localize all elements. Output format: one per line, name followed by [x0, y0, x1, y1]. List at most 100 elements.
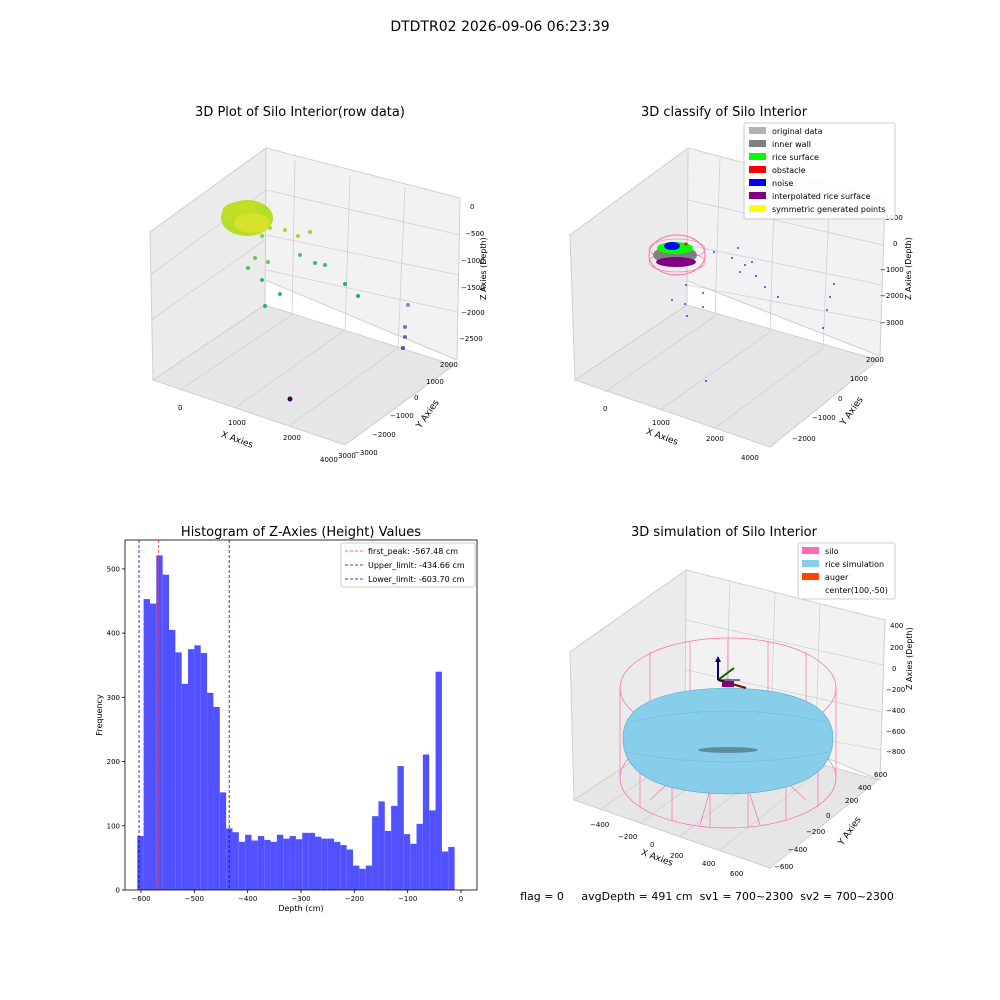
- tick-label: −1000: [461, 257, 485, 265]
- raw-3d-zlabel: Z Axies (Depth): [479, 237, 488, 300]
- tick-label: −2500: [459, 335, 483, 343]
- histogram-bar: [340, 845, 347, 890]
- histogram-bar: [314, 836, 322, 890]
- tick-label: −1500: [461, 284, 485, 292]
- histogram-x-ticks: −600 −500 −400 −300 −200 −100 0: [131, 890, 463, 903]
- legend-label: Lower_limit: -603.70 cm: [368, 575, 465, 584]
- tick-label: −3000: [880, 319, 904, 327]
- panel-classify-3d: 3D classify of Silo Interior: [568, 105, 913, 462]
- legend-label: inner wall: [772, 140, 811, 149]
- tick-label: 1000: [652, 419, 670, 427]
- tick-label: −200: [806, 828, 825, 836]
- tick-label: −400: [886, 707, 905, 715]
- legend-swatch: [749, 153, 766, 160]
- histogram-bar: [429, 810, 436, 890]
- histogram-bar: [219, 792, 227, 890]
- tick-label: −2000: [880, 292, 904, 300]
- tick-label: −1000: [390, 412, 414, 420]
- raw-3d-x-ticks: 0 1000 2000 3000 4000: [178, 404, 356, 464]
- tick-label: −500: [465, 230, 484, 238]
- histogram-bar: [257, 836, 265, 890]
- tick-label: 0: [414, 394, 418, 402]
- tick-label: 3000: [338, 452, 356, 460]
- panel-raw-title: 3D Plot of Silo Interior(row data): [195, 105, 405, 120]
- legend-label: symmetric generated points: [772, 205, 885, 214]
- histogram-bar: [238, 841, 246, 890]
- tick-label: −2000: [792, 435, 816, 443]
- tick-label: −200: [618, 833, 637, 841]
- y-tick-label: 0: [116, 887, 120, 895]
- legend-label: obstacle: [772, 166, 806, 175]
- x-tick-label: −200: [345, 895, 364, 903]
- tick-label: −400: [788, 846, 807, 854]
- histogram-bar: [410, 843, 417, 890]
- x-tick-label: 0: [459, 895, 463, 903]
- histogram-bar: [397, 766, 404, 890]
- tick-label: 200: [670, 852, 683, 860]
- histogram-bar: [353, 865, 360, 890]
- tick-label: 0: [826, 812, 830, 820]
- classify-3d-xlabel: X Axies: [645, 427, 680, 448]
- histogram-bar: [302, 832, 309, 890]
- tick-label: 600: [730, 870, 743, 878]
- y-tick-label: 400: [107, 630, 120, 638]
- tick-label: 400: [858, 784, 871, 792]
- tick-label: 0: [178, 404, 182, 412]
- raw-3d-z-ticks: 0 −500 −1000 −1500 −2000 −2500: [459, 203, 485, 343]
- histogram-bar: [175, 652, 182, 890]
- y-tick-label: 100: [107, 822, 120, 830]
- histogram-bar: [359, 868, 366, 890]
- legend-label: center(100,-50): [825, 586, 888, 595]
- histogram-bar: [194, 645, 201, 890]
- tick-label: 2000: [706, 435, 724, 443]
- tick-label: 0: [892, 665, 896, 673]
- panel-classify-title: 3D classify of Silo Interior: [641, 105, 808, 120]
- histogram-bar: [327, 838, 335, 890]
- sim-3d-y-ticks: −600 −400 −200 0 200 400 600: [774, 771, 887, 871]
- histogram-bar: [188, 649, 195, 890]
- x-tick-label: −400: [238, 895, 257, 903]
- tick-label: −3000: [354, 449, 378, 457]
- tick-label: 600: [874, 771, 887, 779]
- histogram-bar: [200, 653, 208, 890]
- raw-3d-panes: [148, 147, 461, 446]
- tick-label: 0: [470, 203, 474, 211]
- histogram-bar: [308, 832, 315, 890]
- histogram-ylabel: Frequency: [95, 694, 104, 736]
- raw-3d-y-ticks: −3000 −2000 −1000 0 1000 2000: [354, 361, 458, 457]
- histogram-bar: [283, 838, 290, 890]
- tick-label: −400: [590, 821, 609, 829]
- histogram-y-ticks: 0 100 200 300 400 500: [107, 565, 125, 895]
- histogram-bar: [334, 841, 341, 890]
- legend-label: rice surface: [772, 153, 819, 162]
- tick-label: −2000: [461, 309, 485, 317]
- x-tick-label: −500: [185, 895, 204, 903]
- tick-label: 0: [893, 240, 897, 248]
- status-line: flag = 0 avgDepth = 491 cm sv1 = 700~230…: [520, 890, 894, 903]
- legend-label: interpolated rice surface: [772, 192, 870, 201]
- histogram-bar: [143, 599, 150, 890]
- histogram-bar: [372, 816, 379, 890]
- histogram-title: Histogram of Z-Axies (Height) Values: [181, 525, 421, 540]
- histogram-xlabel: Depth (cm): [278, 904, 323, 913]
- sim-3d-zlabel: Z Axies (Depth): [905, 627, 914, 690]
- classify-legend: original data inner wall rice surface obsta…: [743, 122, 896, 220]
- tick-label: 4000: [320, 456, 338, 464]
- histogram-bar: [346, 849, 354, 890]
- raw-3d-ylabel: Y Axies: [414, 398, 442, 431]
- tick-label: 0: [650, 841, 654, 849]
- histogram-bar: [441, 851, 449, 890]
- panel-raw-3d: 3D Plot of Silo Interior(row data): [148, 105, 488, 464]
- histogram-bar: [245, 834, 252, 890]
- legend-label: rice simulation: [825, 560, 884, 569]
- classify-3d-x-ticks: 0 1000 2000 4000 3000: [603, 405, 759, 462]
- raw-3d-points: [221, 200, 410, 402]
- y-tick-label: 500: [107, 565, 120, 573]
- tick-label: −1000: [880, 266, 904, 274]
- simulation-legend: silo rice simulation auger center(100,-50): [797, 542, 896, 600]
- histogram-bar: [207, 692, 214, 890]
- x-tick-label: −100: [398, 895, 417, 903]
- histogram-bar: [384, 830, 392, 890]
- legend-swatch: [802, 547, 819, 554]
